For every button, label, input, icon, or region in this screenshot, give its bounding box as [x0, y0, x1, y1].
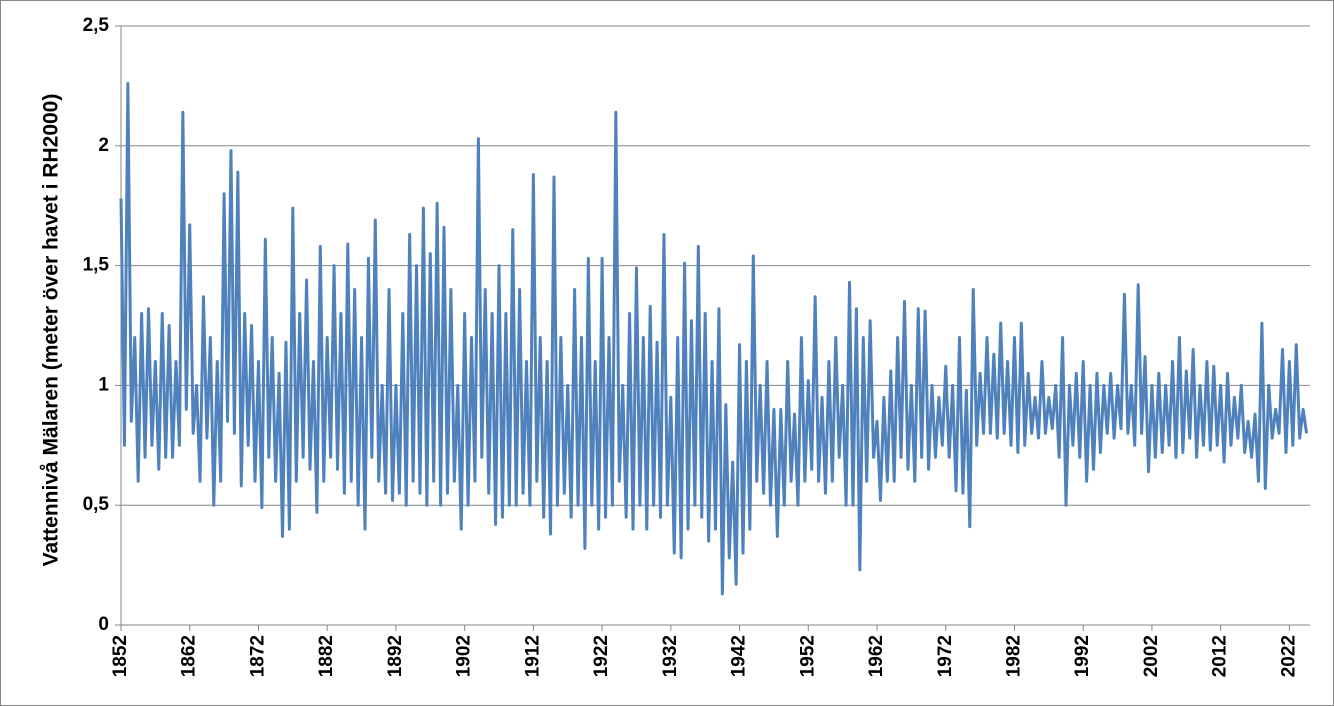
y-tick-label: 1,5 [83, 255, 110, 276]
x-tick-label: 2012 [1210, 635, 1231, 677]
data-line [119, 82, 1309, 596]
x-tick-label: 1992 [1072, 635, 1093, 677]
x-tick-label: 1972 [935, 635, 956, 677]
x-tick-label: 1862 [179, 635, 200, 677]
x-tick-label: 1872 [247, 635, 268, 677]
x-tick-label: 1932 [660, 635, 681, 677]
y-tick-label: 2,5 [83, 15, 110, 36]
x-tick-label: 1942 [729, 635, 750, 677]
x-tick-label: 1952 [797, 635, 818, 677]
x-tick-label: 1902 [454, 635, 475, 677]
x-tick-label: 1852 [110, 635, 131, 677]
y-tick-label: 2 [98, 135, 109, 156]
x-tick-label: 1882 [316, 635, 337, 677]
x-tick-label: 1962 [866, 635, 887, 677]
x-tick-label: 1912 [522, 635, 543, 677]
y-tick-label: 0,5 [83, 494, 110, 515]
y-tick-label: 0 [98, 614, 109, 635]
y-axis-label: Vattennivå Mälaren (meter över havet i R… [40, 94, 63, 567]
x-tick-label: 2002 [1141, 635, 1162, 677]
x-tick-label: 1982 [1003, 635, 1024, 677]
x-tick-label: 1922 [591, 635, 612, 677]
y-tick-label: 1 [98, 374, 109, 395]
x-tick-label: 2022 [1278, 635, 1299, 677]
x-tick-label: 1892 [385, 635, 406, 677]
